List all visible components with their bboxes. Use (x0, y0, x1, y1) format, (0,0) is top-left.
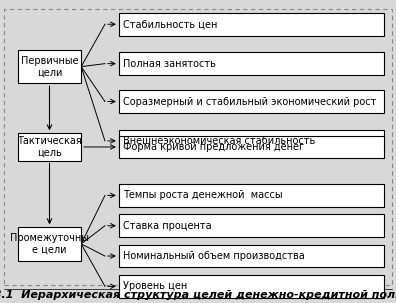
Text: Внешнеэкономическая стабильность: Внешнеэкономическая стабильность (123, 136, 315, 146)
Text: Тактическая
цель: Тактическая цель (17, 136, 82, 158)
Bar (119, 13, 384, 35)
Text: Промежуточны
е цели: Промежуточны е цели (10, 233, 89, 255)
Text: Номинальный объем производства: Номинальный объем производства (123, 251, 305, 261)
Bar (18, 50, 81, 83)
Bar (18, 227, 81, 261)
Bar (18, 133, 81, 161)
Bar (119, 275, 384, 298)
Text: Темпы роста денежной  массы: Темпы роста денежной массы (123, 190, 282, 201)
Bar (119, 215, 384, 237)
Text: Рис. 8.1  Иерархическая структура целей денежно-кредитной политики: Рис. 8.1 Иерархическая структура целей д… (0, 290, 396, 301)
Text: Стабильность цен: Стабильность цен (123, 19, 217, 29)
Bar (119, 245, 384, 268)
Text: Полная занятость: Полная занятость (123, 58, 216, 69)
Bar (119, 52, 384, 75)
Text: Первичные
цели: Первичные цели (21, 56, 78, 78)
Bar (119, 184, 384, 207)
Bar (119, 136, 384, 158)
Text: Уровень цен: Уровень цен (123, 281, 187, 291)
Text: Форма кривой предложения денег: Форма кривой предложения денег (123, 142, 304, 152)
Bar (119, 90, 384, 113)
Text: Соразмерный и стабильный экономический рост: Соразмерный и стабильный экономический р… (123, 96, 376, 107)
Bar (119, 130, 384, 152)
Text: Ставка процента: Ставка процента (123, 221, 211, 231)
